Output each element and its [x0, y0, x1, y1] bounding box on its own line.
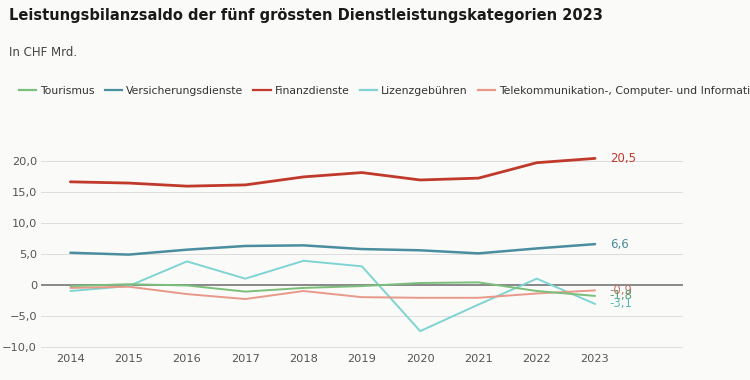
Text: -0,9: -0,9	[610, 284, 633, 297]
Text: -3,1: -3,1	[610, 298, 633, 310]
Text: -1,8: -1,8	[610, 290, 633, 302]
Legend: Tourismus, Versicherungsdienste, Finanzdienste, Lizenzgebühren, Telekommunikatio: Tourismus, Versicherungsdienste, Finanzd…	[14, 81, 750, 100]
Text: In CHF Mrd.: In CHF Mrd.	[9, 46, 77, 59]
Text: Leistungsbilanzsaldo der fünf grössten Dienstleistungskategorien 2023: Leistungsbilanzsaldo der fünf grössten D…	[9, 8, 603, 22]
Text: 6,6: 6,6	[610, 238, 628, 251]
Text: 20,5: 20,5	[610, 152, 636, 165]
